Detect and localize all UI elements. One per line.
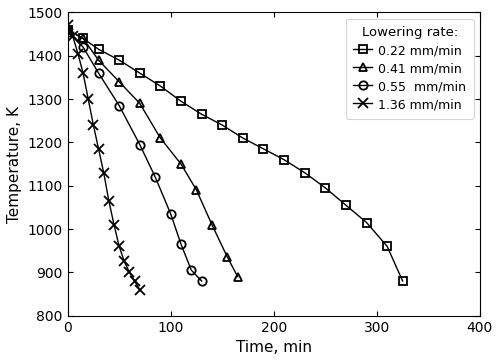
1.36 mm/min <box>126 270 132 274</box>
0.22 mm/min <box>400 279 406 283</box>
0.41 mm/min <box>234 274 240 279</box>
0.22 mm/min <box>384 244 390 248</box>
0.22 mm/min <box>96 47 102 51</box>
0.41 mm/min <box>158 136 164 140</box>
1.36 mm/min <box>111 223 117 227</box>
0.55  mm/min <box>188 268 194 272</box>
Line: 0.41 mm/min: 0.41 mm/min <box>64 26 242 281</box>
0.22 mm/min <box>322 186 328 190</box>
1.36 mm/min <box>122 259 128 264</box>
0.55  mm/min <box>64 30 70 34</box>
Line: 1.36 mm/min: 1.36 mm/min <box>63 21 144 295</box>
0.22 mm/min <box>178 99 184 104</box>
1.36 mm/min <box>96 147 102 151</box>
1.36 mm/min <box>64 23 70 28</box>
1.36 mm/min <box>106 199 112 203</box>
1.36 mm/min <box>137 287 143 292</box>
0.55  mm/min <box>96 71 102 75</box>
0.22 mm/min <box>240 136 246 140</box>
0.22 mm/min <box>364 220 370 225</box>
0.41 mm/min <box>224 255 230 259</box>
0.55  mm/min <box>152 175 158 179</box>
1.36 mm/min <box>100 171 106 175</box>
1.36 mm/min <box>132 279 138 283</box>
0.22 mm/min <box>343 203 349 207</box>
0.55  mm/min <box>198 279 204 283</box>
0.22 mm/min <box>198 112 204 117</box>
0.41 mm/min <box>96 58 102 62</box>
0.22 mm/min <box>116 58 122 62</box>
0.22 mm/min <box>219 123 225 127</box>
0.41 mm/min <box>137 101 143 106</box>
0.22 mm/min <box>260 147 266 151</box>
1.36 mm/min <box>75 51 81 56</box>
0.41 mm/min <box>80 36 86 41</box>
1.36 mm/min <box>70 34 76 38</box>
0.22 mm/min <box>137 71 143 75</box>
0.55  mm/min <box>178 242 184 247</box>
0.55  mm/min <box>137 142 143 147</box>
0.55  mm/min <box>168 212 173 216</box>
0.22 mm/min <box>302 171 308 175</box>
0.55  mm/min <box>80 45 86 49</box>
1.36 mm/min <box>116 244 122 248</box>
0.41 mm/min <box>64 28 70 32</box>
0.41 mm/min <box>209 223 215 227</box>
Line: 0.55  mm/min: 0.55 mm/min <box>64 28 206 285</box>
Y-axis label: Temperature, K: Temperature, K <box>7 106 22 223</box>
0.22 mm/min <box>158 84 164 88</box>
1.36 mm/min <box>85 97 91 101</box>
X-axis label: Time, min: Time, min <box>236 340 312 355</box>
0.55  mm/min <box>116 104 122 108</box>
0.22 mm/min <box>80 36 86 41</box>
0.22 mm/min <box>281 157 287 162</box>
0.41 mm/min <box>116 80 122 84</box>
0.41 mm/min <box>194 188 200 192</box>
1.36 mm/min <box>90 123 96 127</box>
0.22 mm/min <box>64 28 70 32</box>
Line: 0.22 mm/min: 0.22 mm/min <box>64 26 407 285</box>
1.36 mm/min <box>80 71 86 75</box>
0.41 mm/min <box>178 162 184 166</box>
Legend: 0.22 mm/min, 0.41 mm/min, 0.55  mm/min, 1.36 mm/min: 0.22 mm/min, 0.41 mm/min, 0.55 mm/min, 1… <box>346 19 474 119</box>
